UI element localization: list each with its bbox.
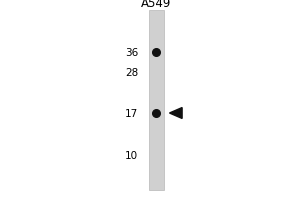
Bar xyxy=(0,0,144,200)
Text: 36: 36 xyxy=(125,48,138,58)
Text: 28: 28 xyxy=(125,68,138,78)
Polygon shape xyxy=(169,108,182,118)
Bar xyxy=(148,10,164,190)
Text: A549: A549 xyxy=(141,0,171,10)
Text: 10: 10 xyxy=(125,151,138,161)
Text: 17: 17 xyxy=(125,109,138,119)
